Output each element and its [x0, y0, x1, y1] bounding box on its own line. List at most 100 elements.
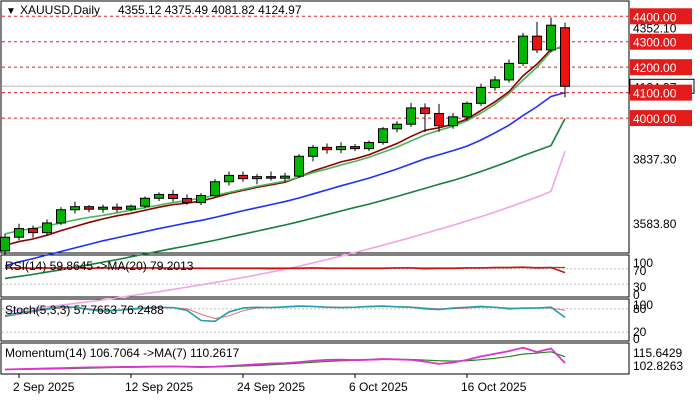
candle — [434, 103, 444, 132]
candle-body — [350, 146, 360, 150]
candle — [28, 225, 38, 238]
price-level-label: 4000.00 — [633, 112, 677, 126]
candle — [392, 121, 402, 133]
candle — [364, 140, 374, 152]
candle-body — [308, 146, 318, 157]
chart-ohlc: 4355.12 4375.49 4081.82 4124.97 — [118, 3, 302, 17]
rsi-title: RSI(14) 59.8645 ->MA(20) 79.2013 — [5, 259, 194, 273]
candle — [224, 171, 234, 186]
indicator-line — [4, 305, 566, 323]
candle — [98, 204, 108, 213]
x-axis-label: 12 Sep 2025 — [125, 380, 193, 394]
candle-body — [112, 206, 122, 210]
candle — [322, 143, 332, 154]
chevron-down-icon[interactable]: ▼ — [6, 6, 16, 17]
candle — [154, 192, 164, 202]
candle-body — [168, 193, 178, 200]
price-level-box — [630, 84, 692, 101]
candle — [476, 83, 486, 106]
x-axis-label: 16 Oct 2025 — [461, 380, 527, 394]
candle-body — [154, 193, 164, 199]
indicator-tick-label: 100 — [633, 298, 653, 312]
candle-body — [420, 107, 430, 115]
indicator-tick-label: 115.6429 — [633, 346, 682, 360]
candle — [406, 102, 416, 127]
indicator-line — [4, 346, 566, 371]
moving-average-line — [4, 118, 566, 280]
chart-symbol: XAUUSD,Daily — [20, 3, 100, 17]
candle-body — [546, 24, 556, 51]
candle — [140, 196, 150, 209]
candle-body — [42, 222, 52, 234]
candle — [462, 101, 472, 121]
candle — [518, 32, 528, 66]
candle-body — [364, 142, 374, 150]
candle — [532, 21, 542, 54]
price-tick-label: 4352.10 — [633, 21, 677, 35]
candle-body — [322, 146, 332, 151]
candle-body — [294, 155, 304, 177]
candle — [238, 171, 248, 182]
candle-body — [406, 107, 416, 125]
candle — [70, 201, 80, 214]
candle-body — [126, 205, 136, 210]
candle — [126, 204, 136, 212]
candle-body — [14, 228, 24, 238]
candle — [266, 171, 276, 181]
candle-body — [462, 102, 472, 118]
indicator-tick-label: 20 — [633, 325, 647, 339]
candle-body — [336, 146, 346, 151]
candle — [168, 189, 178, 202]
candle-body — [182, 198, 192, 204]
candle-body — [504, 62, 514, 81]
candle — [350, 144, 360, 152]
candle-body — [224, 174, 234, 183]
price-level-box — [630, 8, 692, 25]
candle-body — [98, 206, 108, 210]
candle — [0, 233, 10, 256]
x-axis-label: 24 Sep 2025 — [237, 380, 305, 394]
price-level-label: 4200.00 — [633, 61, 677, 75]
candle — [490, 76, 500, 91]
candle-body — [560, 27, 570, 87]
moving-average-line — [4, 150, 566, 313]
stoch-title: Stoch(5,3,3) 57.7653 76.2488 — [5, 303, 164, 317]
moving-average-line — [4, 46, 566, 247]
candle-body — [0, 236, 10, 252]
candle-body — [140, 197, 150, 207]
candle-body — [448, 116, 458, 127]
candle — [336, 142, 346, 154]
price-level-box — [630, 110, 692, 127]
candle — [560, 22, 570, 98]
price-tick-label: 3583.80 — [633, 217, 677, 231]
indicator-tick-label: 70 — [633, 264, 647, 278]
candle — [84, 205, 94, 213]
candle-body — [532, 35, 542, 51]
candle — [420, 103, 430, 133]
candle — [210, 179, 220, 197]
x-axis-label: 2 Sep 2025 — [13, 380, 75, 394]
candle-body — [434, 113, 444, 127]
candle-body — [28, 228, 38, 234]
stoch-pane-frame — [0, 298, 630, 342]
indicator-tick-label: 0 — [633, 288, 640, 302]
candle-body — [196, 194, 206, 204]
candle-body — [476, 87, 486, 104]
candle-body — [392, 123, 402, 130]
price-level-label: 4400.00 — [633, 10, 677, 24]
candle — [280, 172, 290, 182]
candle-body — [252, 176, 262, 180]
price-level-box — [630, 59, 692, 76]
candle — [294, 154, 304, 178]
candle — [42, 219, 52, 236]
candle — [182, 194, 192, 205]
indicator-tick-label: 100 — [633, 256, 653, 270]
candle — [546, 17, 556, 53]
candle-body — [518, 35, 528, 64]
candle — [448, 113, 458, 129]
candle-body — [56, 209, 66, 224]
candle-body — [70, 206, 80, 211]
price-level-box — [630, 33, 692, 50]
momentum-title: Momentum(14) 106.7064 ->MA(7) 110.2617 — [5, 346, 240, 360]
